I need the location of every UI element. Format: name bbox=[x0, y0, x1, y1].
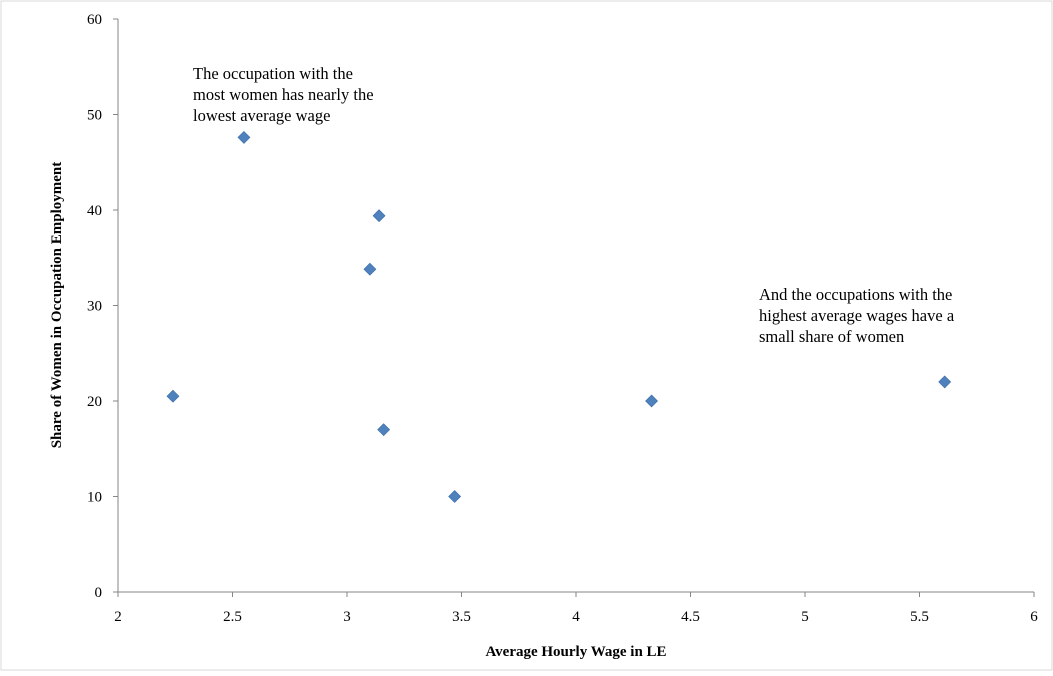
annotation-top-left-line-3: lowest average wage bbox=[193, 106, 330, 125]
y-tick-label: 50 bbox=[87, 108, 102, 124]
x-tick-label: 2.5 bbox=[223, 609, 242, 625]
annotation-top-left-line-1: The occupation with the bbox=[193, 64, 353, 83]
y-tick-label: 40 bbox=[87, 203, 102, 219]
data-point bbox=[372, 209, 386, 223]
y-tick-label: 0 bbox=[95, 585, 103, 601]
x-tick-label: 5 bbox=[801, 609, 809, 625]
data-point bbox=[938, 375, 952, 389]
x-tick-label: 4.5 bbox=[681, 609, 700, 625]
y-tick-label: 10 bbox=[87, 490, 102, 506]
data-point bbox=[237, 130, 251, 144]
x-ticks: 2 2.5 3 3.5 4 4.5 5 5.5 6 bbox=[114, 592, 1038, 625]
x-tick-label: 4 bbox=[572, 609, 580, 625]
data-point bbox=[166, 389, 180, 403]
x-tick-label: 5.5 bbox=[910, 609, 929, 625]
y-tick-label: 30 bbox=[87, 299, 102, 315]
data-point bbox=[645, 394, 658, 408]
data-point bbox=[448, 490, 462, 503]
x-tick-label: 6 bbox=[1030, 609, 1038, 625]
data-points bbox=[166, 130, 952, 503]
x-tick-label: 3.5 bbox=[452, 609, 471, 625]
annotation-right: And the occupations with the highest ave… bbox=[759, 285, 955, 346]
data-point bbox=[377, 423, 391, 437]
y-tick-label: 60 bbox=[87, 12, 102, 28]
annotation-right-line-3: small share of women bbox=[759, 327, 904, 346]
data-point bbox=[363, 262, 377, 276]
x-axis-title: Average Hourly Wage in LE bbox=[485, 644, 666, 660]
x-tick-label: 3 bbox=[343, 609, 351, 625]
y-ticks: 0 10 20 30 40 50 60 bbox=[87, 12, 118, 601]
x-tick-label: 2 bbox=[114, 609, 122, 625]
annotation-right-line-1: And the occupations with the bbox=[759, 285, 952, 304]
annotation-top-left-line-2: most women has nearly the bbox=[193, 85, 374, 104]
annotation-top-left: The occupation with the most women has n… bbox=[193, 64, 374, 125]
annotation-right-line-2: highest average wages have a bbox=[759, 306, 955, 325]
y-tick-label: 20 bbox=[87, 394, 102, 410]
y-axis-title: Share of Women in Occupation Employment bbox=[49, 162, 65, 449]
